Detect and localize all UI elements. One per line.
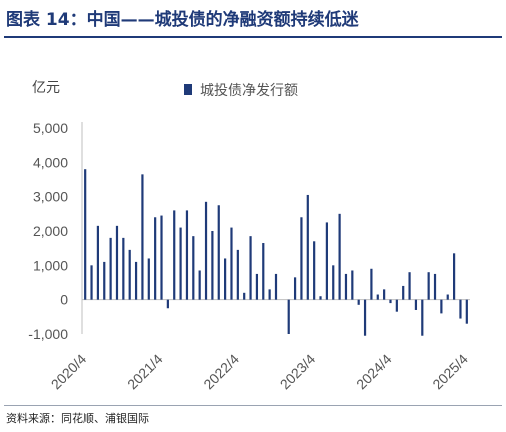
bar xyxy=(230,227,233,300)
bar xyxy=(357,299,360,305)
bar xyxy=(287,299,290,334)
bar xyxy=(395,299,398,312)
bar xyxy=(427,272,430,300)
bar xyxy=(338,213,341,300)
bar xyxy=(262,243,265,300)
bar xyxy=(90,265,93,300)
x-tick-label: 2024/4 xyxy=(353,351,395,393)
bar xyxy=(134,261,138,300)
source-divider xyxy=(4,405,502,406)
bar xyxy=(363,299,367,336)
figure-title: 图表 14：中国——城投债的净融资额持续低迷 xyxy=(6,10,359,30)
bar xyxy=(293,277,297,300)
bar xyxy=(344,273,348,300)
x-tick-label: 2021/4 xyxy=(124,351,166,393)
bar xyxy=(84,169,87,300)
bar xyxy=(453,253,456,300)
bar xyxy=(421,299,424,336)
bar xyxy=(306,194,309,300)
bar xyxy=(376,294,379,300)
bar xyxy=(109,237,112,300)
y-axis-unit-label: 亿元 xyxy=(32,80,60,96)
bar xyxy=(160,215,163,300)
bar xyxy=(446,294,449,300)
bar xyxy=(166,299,169,309)
y-tick-label: -1,000 xyxy=(28,326,68,342)
bar xyxy=(370,268,373,300)
y-tick-label: 0 xyxy=(60,292,68,308)
bar xyxy=(103,261,106,300)
legend-swatch xyxy=(184,84,192,95)
x-tick-label: 2022/4 xyxy=(200,351,242,393)
bar xyxy=(154,217,157,300)
bar xyxy=(313,241,316,300)
bar-chart: 亿元 城投债净发行额 5,000 4,000 3,000 2,000 1,000 0 -1,00… xyxy=(28,80,471,393)
bar xyxy=(236,249,239,300)
bar xyxy=(179,227,182,300)
bar xyxy=(383,289,386,300)
bar xyxy=(325,222,328,300)
bar xyxy=(332,265,335,300)
bar xyxy=(211,231,214,300)
bar xyxy=(204,201,208,300)
bar xyxy=(249,236,252,300)
x-tick-label: 2025/4 xyxy=(429,351,471,393)
bar xyxy=(96,225,99,300)
y-tick-label: 2,000 xyxy=(33,223,68,239)
bar xyxy=(433,273,437,300)
bar xyxy=(465,299,468,324)
y-tick-label: 4,000 xyxy=(33,154,68,170)
bar xyxy=(173,210,176,300)
bar xyxy=(185,210,189,300)
bar xyxy=(414,299,418,310)
bar xyxy=(274,273,278,300)
bar xyxy=(192,236,195,300)
bar xyxy=(141,174,144,300)
bar xyxy=(389,299,392,304)
bar xyxy=(402,285,405,300)
bar xyxy=(268,289,271,300)
bar xyxy=(440,299,443,314)
y-tick-label: 1,000 xyxy=(33,257,68,273)
bar xyxy=(319,296,322,300)
bar xyxy=(351,270,354,300)
title-divider xyxy=(4,36,502,38)
bar xyxy=(147,258,150,300)
bar xyxy=(115,225,119,300)
y-tick-label: 5,000 xyxy=(33,120,68,136)
bar xyxy=(128,249,131,300)
bar xyxy=(224,258,227,300)
bar xyxy=(243,292,246,300)
bar xyxy=(255,273,259,300)
bar xyxy=(408,272,411,300)
bar xyxy=(459,299,462,319)
bar xyxy=(217,205,220,300)
bar xyxy=(300,217,303,300)
source-note: 资料来源：同花顺、浦银国际 xyxy=(6,412,149,425)
x-tick-label: 2020/4 xyxy=(48,351,90,393)
bar xyxy=(198,270,201,300)
bar xyxy=(122,237,125,300)
x-tick-label: 2023/4 xyxy=(277,351,319,393)
legend-label: 城投债净发行额 xyxy=(200,83,298,99)
y-tick-label: 3,000 xyxy=(33,189,68,205)
